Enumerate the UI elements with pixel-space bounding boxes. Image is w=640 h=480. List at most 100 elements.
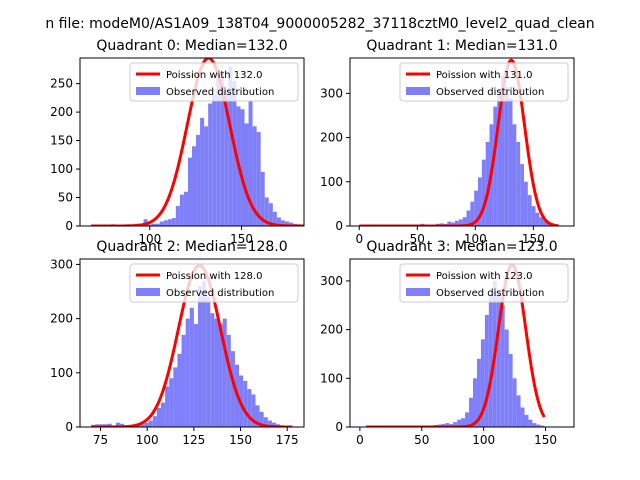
hist-bar [539,217,544,226]
hist-bar [520,407,525,427]
y-tick-label: 100 [320,371,343,385]
hist-bar [272,211,277,226]
y-tick-label: 300 [320,86,343,100]
hist-bar [516,142,521,226]
hist-bar [185,318,190,427]
hist-bar [466,210,471,226]
subplot-2: 75 100 125 150 175 0 100 200 300 Quadrant 2: Medi… [50,239,305,447]
figure-suptitle: n file: modeM0/AS1A09_138T04_9000005282_… [45,16,594,32]
x-tick-label: 150 [522,232,545,246]
hist-bar [224,89,229,226]
hist-bar [260,171,265,226]
x-tick-label: 100 [138,232,161,246]
y-tick-label: 0 [65,219,73,233]
hist-bar [240,109,245,226]
hist-bar [220,72,225,226]
legend: Poission with 128.0 Observed distribution [129,263,299,303]
legend-hist-label: Observed distribution [166,288,274,299]
hist-bar [531,206,536,226]
hist-bar [543,219,547,226]
hist-bar [481,159,486,226]
hist-bar [181,334,186,427]
hist-bar [255,405,260,427]
hist-bar [226,334,231,427]
x-tick-label: 0 [356,433,364,447]
hist-bar [284,221,289,226]
hist-bar [512,124,517,226]
legend: Poission with 132.0 Observed distribution [129,62,299,102]
hist-bar [263,417,268,427]
hist-bar [212,95,217,226]
legend-fit-label: Poission with 128.0 [166,271,262,282]
hist-bar [204,126,209,226]
hist-bar [497,88,501,226]
y-tick-label: 100 [50,366,73,380]
y-tick-label: 200 [50,312,73,326]
legend: Poission with 123.0 Observed distribution [399,263,569,303]
hist-bar [200,117,205,226]
hist-bar [247,389,252,427]
hist-bar [478,177,482,226]
hist-bar [305,225,309,226]
legend-fit-label: Poission with 123.0 [436,271,532,282]
axes-frame [79,258,305,428]
hist-bar [171,218,176,226]
hist-bar [445,423,450,427]
hist-bar [173,367,178,427]
subplot-3: 0 50 100 150 0 100 200 300 Quadrant 3: Median=12… [320,239,575,447]
y-tick-label: 150 [50,134,73,148]
hist-bar [251,394,256,427]
hist-bar [488,295,493,427]
axes-frame [349,57,575,227]
legend-hist-label: Observed distribution [436,87,544,98]
hist-bar [177,353,182,427]
y-tick-label: 0 [65,420,73,434]
legend-fit-label: Poission with 132.0 [166,70,262,81]
y-tick-label: 300 [320,274,343,288]
hist-bar [264,197,269,226]
legend-hist-swatch [136,288,160,296]
y-tick-label: 300 [50,257,73,271]
hist-bar [524,414,529,427]
x-tick-label: 50 [410,232,425,246]
hist-bar [206,296,211,427]
hist-bar [259,411,264,427]
hist-bar [183,191,188,226]
hist-bar [151,223,156,226]
hist-bar [508,97,513,226]
hist-bar [462,217,467,226]
hist-bar [115,422,120,427]
hist-bar [455,220,459,226]
hist-bar [508,353,513,427]
subplot-title: Quadrant 0: Median=132.0 [96,38,287,54]
hist-bar [192,146,197,226]
subplot-title: Quadrant 1: Median=131.0 [366,38,557,54]
hist-bar [214,318,219,427]
hist-bar [208,103,213,226]
legend-box [129,62,299,102]
y-tick-label: 50 [58,191,73,205]
legend-hist-label: Observed distribution [166,87,274,98]
x-tick-label: 50 [414,433,429,447]
hist-bar [243,380,248,427]
x-tick-label: 150 [229,433,252,447]
x-tick-label: 150 [230,232,253,246]
y-tick-label: 100 [50,162,73,176]
legend-box [129,263,299,303]
subplot-0: 100 150 0 50 100 150 200 250 Quadrant 0: Median=… [50,38,309,246]
y-tick-label: 250 [50,77,73,91]
hist-bar [512,378,517,427]
hist-bar [480,339,485,427]
axes-frame [349,258,575,428]
y-tick-label: 0 [335,420,343,434]
subplot-title: Quadrant 3: Median=123.0 [366,239,557,255]
legend-hist-swatch [406,87,430,95]
hist-bar [447,221,452,226]
hist-bar [161,402,166,427]
x-tick-label: 175 [276,433,299,447]
hist-bar [202,280,207,427]
hist-bar [159,221,164,226]
hist-bar [527,195,532,226]
hist-bar [474,190,479,226]
